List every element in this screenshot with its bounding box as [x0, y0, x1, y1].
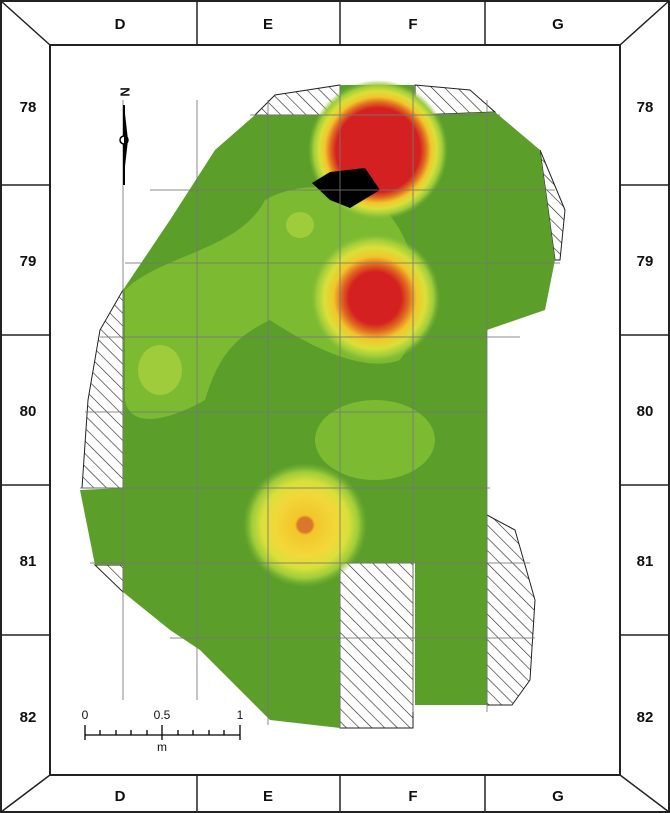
- row-label: 81: [20, 553, 37, 570]
- grid-lines: [80, 85, 560, 728]
- row-label: 78: [20, 99, 37, 116]
- row-label: 80: [637, 403, 654, 420]
- column-label: E: [263, 788, 273, 805]
- light-patch: [286, 212, 314, 238]
- row-label: 78: [637, 99, 654, 116]
- row-label: 82: [637, 709, 654, 726]
- column-label: G: [552, 16, 564, 33]
- row-label: 80: [20, 403, 37, 420]
- surface-base: [80, 85, 555, 728]
- column-label: G: [552, 788, 564, 805]
- column-label: F: [408, 788, 417, 805]
- row-label: 79: [20, 253, 37, 270]
- column-label: D: [115, 16, 126, 33]
- scale-bar: [84, 725, 241, 740]
- row-label: 79: [637, 253, 654, 270]
- north-label: N: [118, 87, 133, 96]
- scale-unit: m: [157, 740, 167, 754]
- column-label: F: [408, 16, 417, 33]
- row-label: 81: [637, 553, 654, 570]
- north-arrow: N: [118, 87, 133, 185]
- scale-tick: 1: [237, 708, 244, 722]
- scale-tick: 0: [82, 708, 89, 722]
- light-patch: [138, 345, 182, 395]
- row-label: 82: [20, 709, 37, 726]
- hotspot: [310, 233, 440, 363]
- hotspot: [243, 463, 367, 587]
- column-label: D: [115, 788, 126, 805]
- grid-labels: D E F G D E F G 78 79 80 81 82 78 79 80 81 82: [20, 16, 654, 805]
- scale-tick: 0.5: [154, 708, 171, 722]
- black-feature: [312, 168, 380, 208]
- column-label: E: [263, 16, 273, 33]
